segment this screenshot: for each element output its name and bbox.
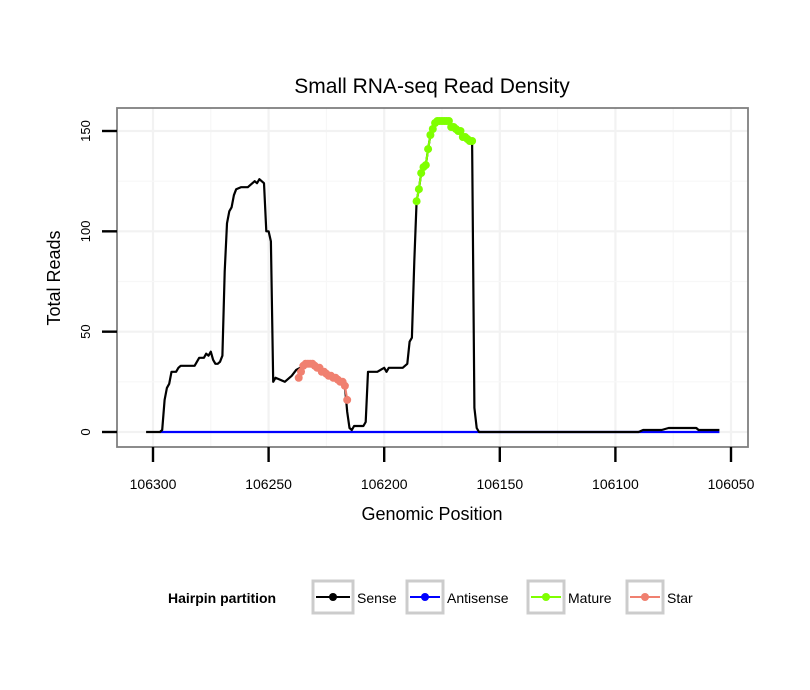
data-point-mature: [421, 161, 430, 170]
data-point-mature: [444, 117, 453, 125]
data-point-mature: [424, 145, 433, 154]
data-point-mature: [456, 127, 465, 135]
data-point-mature: [414, 185, 423, 194]
plot-panel-border: [116, 107, 749, 448]
legend-label: Star: [667, 590, 693, 606]
data-point-star: [343, 395, 352, 404]
series-star: [294, 359, 352, 404]
data-point-star: [294, 373, 303, 382]
x-tick-label: 106100: [592, 476, 639, 492]
x-tick-label: 106200: [361, 476, 408, 492]
legend-key-point: [641, 593, 649, 601]
plot-panel: [117, 108, 748, 447]
data-point-mature: [426, 131, 435, 139]
legend-item-mature: Mature: [526, 579, 612, 615]
data-point-mature: [468, 137, 477, 145]
legend-item-antisense: Antisense: [405, 579, 509, 615]
chart-title: Small RNA-seq Read Density: [294, 75, 570, 98]
series-mature: [412, 117, 477, 206]
legend-label: Sense: [357, 590, 397, 606]
y-tick-label: 150: [78, 120, 93, 142]
legend-item-sense: Sense: [311, 579, 397, 615]
data-point-star: [297, 367, 305, 376]
data-point-star: [340, 381, 349, 390]
x-tick-label: 106050: [708, 476, 755, 492]
legend-item-star: Star: [625, 579, 693, 615]
x-axis-label: Genomic Position: [361, 504, 502, 524]
legend-key-point: [542, 593, 550, 601]
legend-label: Antisense: [447, 590, 509, 606]
legend-label: Mature: [568, 590, 612, 606]
y-tick-label: 0: [78, 428, 93, 435]
legend-title: Hairpin partition: [168, 590, 276, 606]
x-tick-label: 106300: [130, 476, 177, 492]
data-point-mature: [412, 197, 421, 206]
legend: Hairpin partition Sense Antisense Mature St…: [168, 579, 693, 615]
y-tick-label: 100: [78, 220, 93, 242]
y-axis-label: Total Reads: [44, 230, 64, 325]
data-point-mature: [417, 169, 426, 178]
y-tick-label: 50: [78, 324, 93, 338]
legend-key-point: [329, 593, 337, 601]
data-point-mature: [428, 125, 437, 133]
x-tick-label: 106250: [245, 476, 292, 492]
x-tick-label: 106150: [476, 476, 523, 492]
legend-key-point: [421, 593, 429, 601]
